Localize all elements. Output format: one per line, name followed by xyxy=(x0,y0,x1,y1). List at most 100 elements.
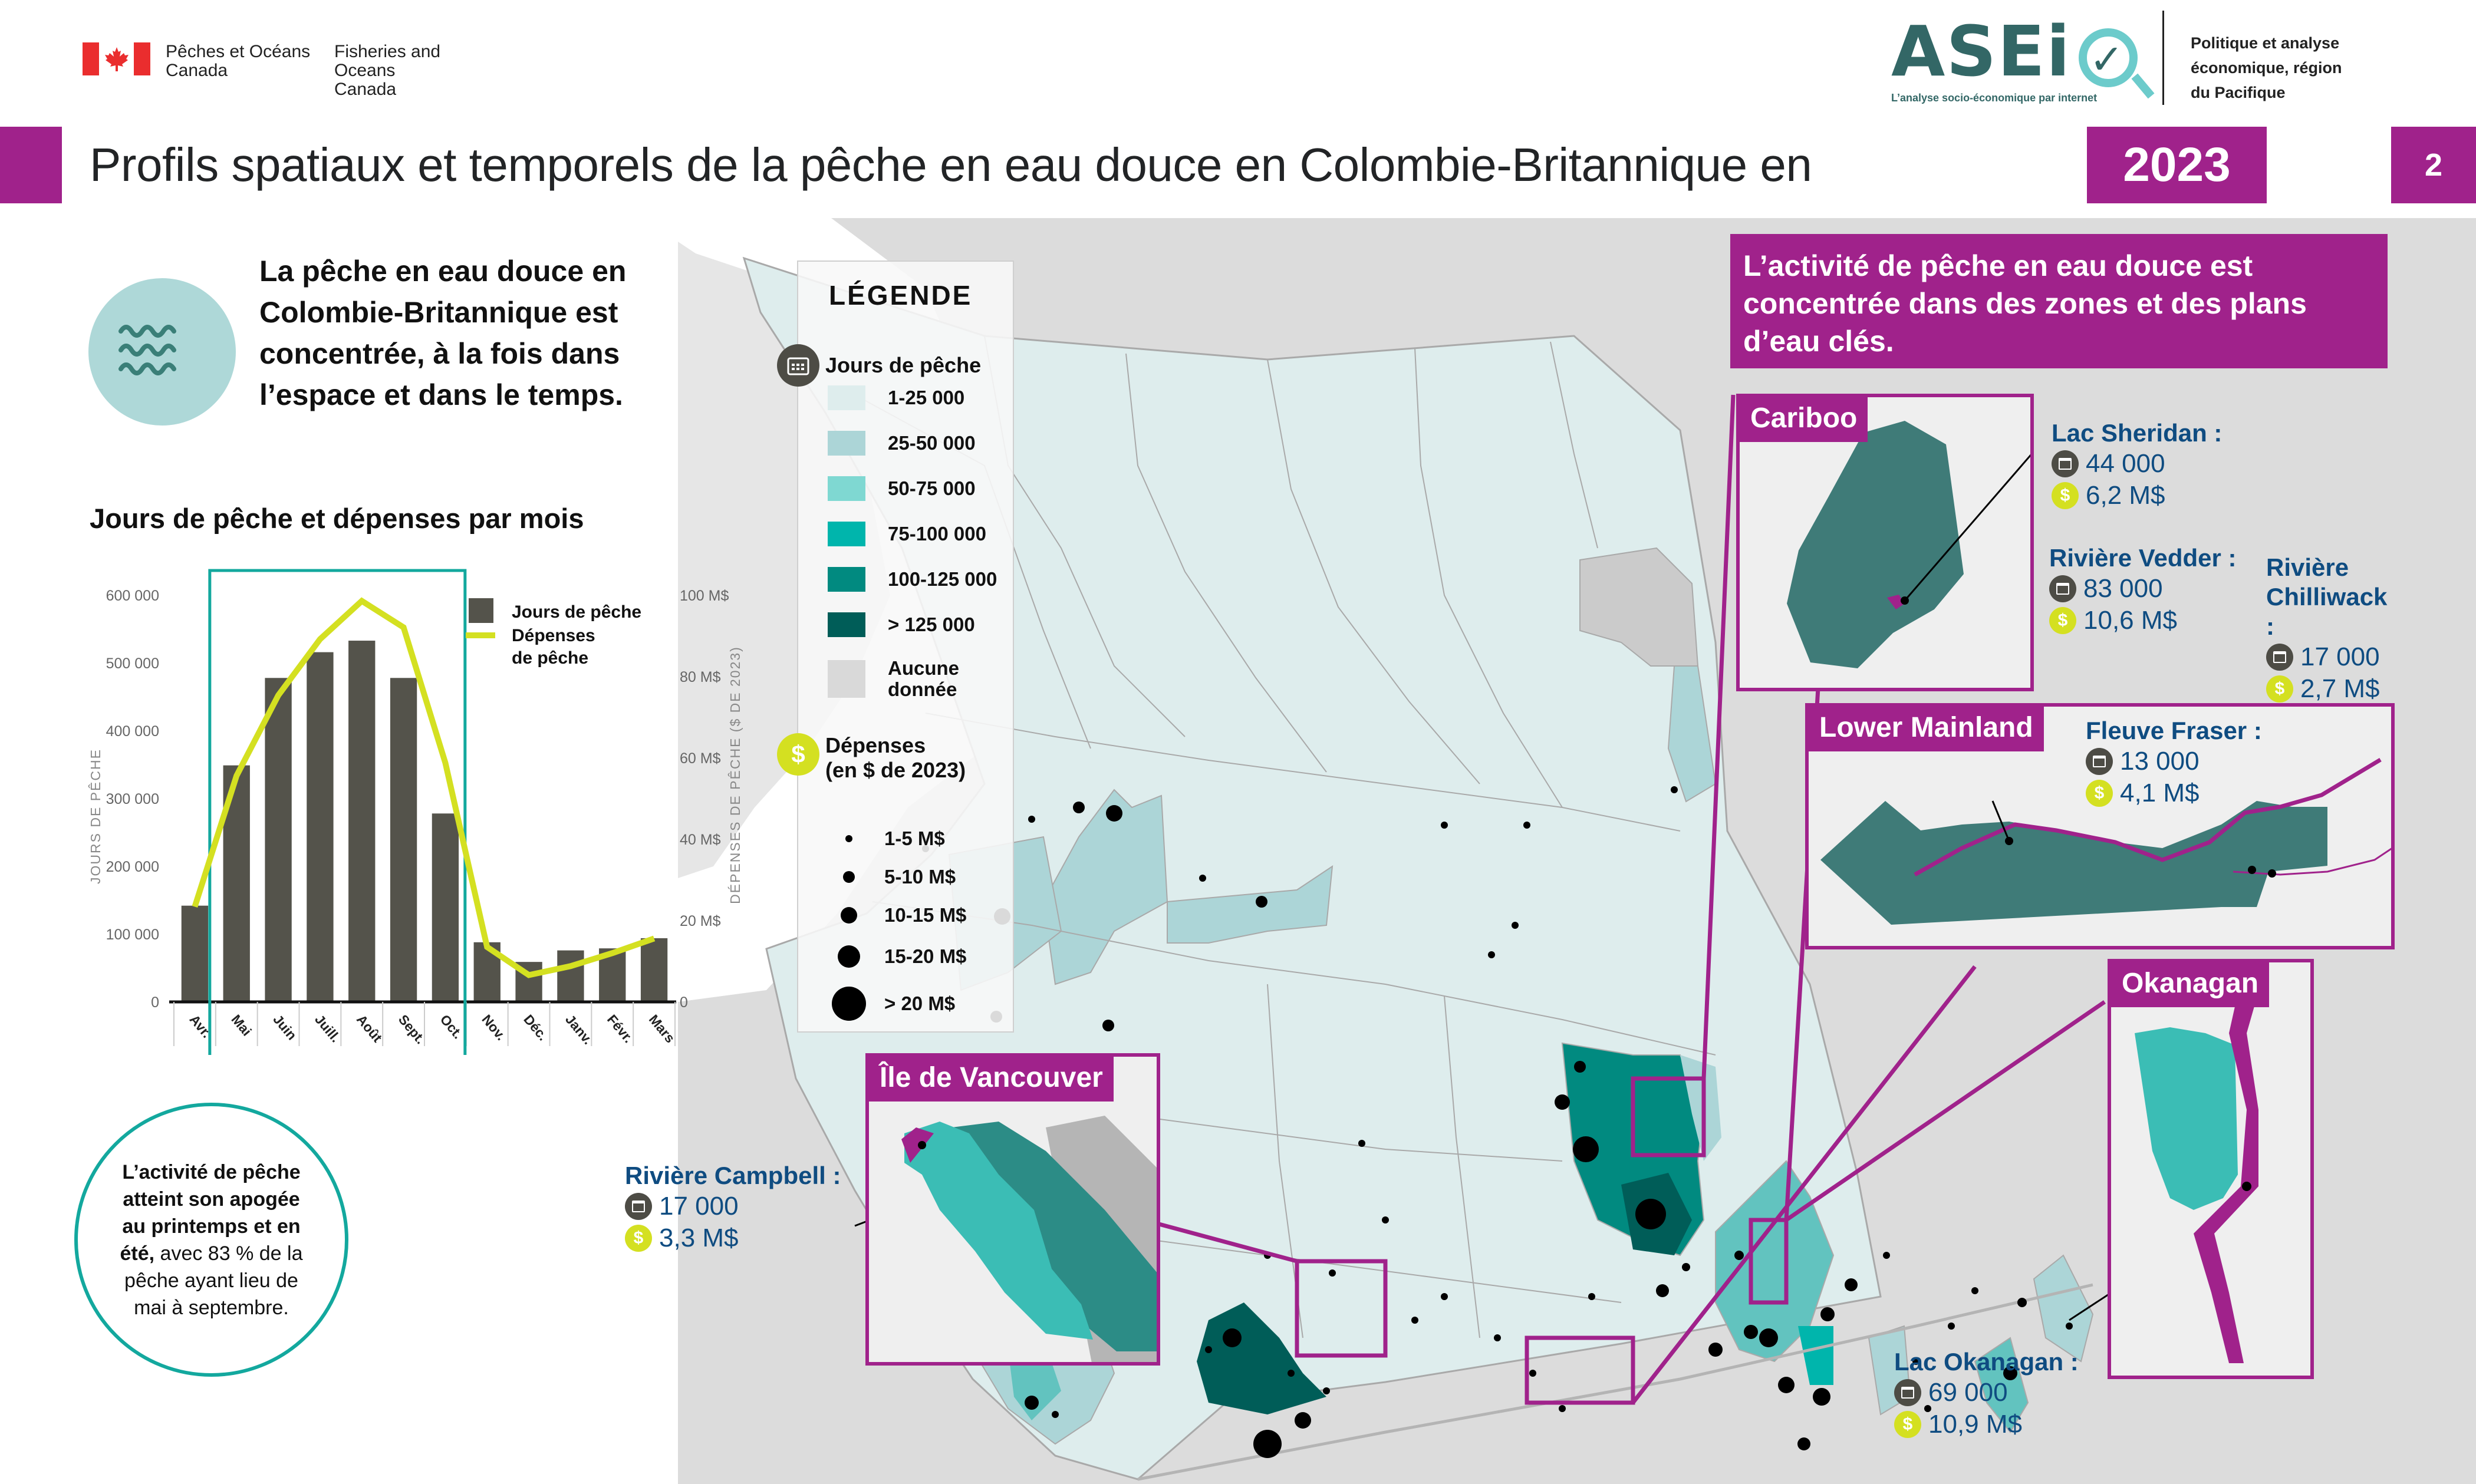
bar-Sept. xyxy=(390,678,417,1002)
government-signature: Pêches et Océans Canada Fisheries and Oc… xyxy=(83,42,488,99)
stat-spend: 2,7 M$ xyxy=(2300,674,2380,703)
stat-days: 83 000 xyxy=(2083,574,2163,603)
stat-name: Rivière Chilliwack : xyxy=(2266,553,2388,640)
calendar-icon xyxy=(2266,644,2293,671)
stat-fleuve-fraser: Fleuve Fraser : 13 000 $4,1 M$ xyxy=(2086,716,2262,809)
calendar-icon xyxy=(2052,450,2079,477)
x-tick: Juill. xyxy=(312,1012,344,1046)
y-tick-right: 100 M$ xyxy=(680,588,729,604)
aseiq-logo: ASEi ✓ L’analyse socio-économique par in… xyxy=(1891,17,2139,105)
legend-dot-label: 1-5 M$ xyxy=(884,827,945,849)
legend-dot xyxy=(832,987,866,1021)
calendar-icon xyxy=(2086,748,2113,775)
legend-swatch-label: Aucune donnée xyxy=(888,657,960,700)
y-tick-left: 200 000 xyxy=(106,859,159,875)
key-areas-banner: L’activité de pêche en eau douce est con… xyxy=(1730,234,2388,368)
x-tick: Févr. xyxy=(604,1012,636,1046)
dollar-icon: $ xyxy=(2052,482,2079,509)
legend-dot-row: 5-10 M$ xyxy=(831,866,956,888)
legend-spend-text: Dépenses (en $ de 2023) xyxy=(825,733,966,783)
stat-days: 13 000 xyxy=(2120,747,2200,776)
stat-spend: 6,2 M$ xyxy=(2086,481,2165,510)
waves-icon-circle xyxy=(88,278,236,426)
y-tick-right: 80 M$ xyxy=(680,669,721,685)
bar-Avr. xyxy=(181,905,209,1002)
chart-title: Jours de pêche et dépenses par mois xyxy=(90,503,584,534)
monthly-chart-svg: 0 100 000 200 000 300 000 400 000 500 000 600 … xyxy=(88,569,743,1091)
stat-days: 17 000 xyxy=(659,1192,739,1221)
x-tick: Août xyxy=(354,1012,386,1046)
y-tick-right: 60 M$ xyxy=(680,750,721,767)
y-axis-label-right: DÉPENSES DE PÊCHE ($ DE 2023) xyxy=(727,646,743,904)
stat-riviere-vedder: Rivière Vedder : 83 000 $10,6 M$ xyxy=(2049,543,2236,637)
stat-lac-okanagan: Lac Okanagan : 69 000 $10,9 M$ xyxy=(1894,1347,2079,1440)
inset-cariboo: Cariboo xyxy=(1736,394,2034,691)
legend-swatch-row: 25-50 000 xyxy=(828,431,1023,456)
inset-okanagan-label: Okanagan xyxy=(2111,962,2270,1007)
y-tick-left: 0 xyxy=(151,994,159,1011)
stat-name: Fleuve Fraser : xyxy=(2086,717,2262,744)
legend-swatch-label: 100-125 000 xyxy=(888,568,997,590)
legend-swatch-label: 75-100 000 xyxy=(888,523,986,545)
legend-swatch xyxy=(828,612,865,637)
page-number: 2 xyxy=(2391,127,2476,203)
legend-dot-label: 5-10 M$ xyxy=(884,866,956,888)
stat-riviere-chilliwack: Rivière Chilliwack : 17 000 $2,7 M$ xyxy=(2266,553,2390,705)
y-tick-left: 400 000 xyxy=(106,723,159,740)
legend-dot-label: 10-15 M$ xyxy=(884,904,967,926)
x-tick: Janv. xyxy=(562,1012,596,1047)
legend-swatch-label: 1-25 000 xyxy=(888,387,965,408)
y-tick-right: 20 M$ xyxy=(680,913,721,929)
legend-bar-label: Jours de pêche xyxy=(512,602,641,622)
legend-swatch-label: > 125 000 xyxy=(888,614,975,635)
legend-swatch xyxy=(828,567,865,592)
legend-swatch-row: Aucune donnée xyxy=(828,658,1023,700)
aseiq-wordmark: ASEi xyxy=(1891,11,2072,92)
legend-swatch xyxy=(828,476,865,501)
dollar-icon: $ xyxy=(2266,675,2293,703)
x-tick: Oct. xyxy=(437,1012,466,1042)
aseiq-tagline: L’analyse socio-économique par internet xyxy=(1891,92,2098,104)
y-tick-left: 600 000 xyxy=(106,588,159,604)
waves-icon xyxy=(118,325,176,375)
inset-vancouver-island-label: Île de Vancouver xyxy=(869,1057,1114,1102)
legend-swatch xyxy=(828,431,865,456)
unit-line1: Politique et analyse xyxy=(2191,34,2340,52)
legend-swatch xyxy=(828,522,865,546)
legend-swatch-label: 50-75 000 xyxy=(888,477,976,499)
canada-flag-icon xyxy=(83,42,150,75)
monthly-chart: 0 100 000 200 000 300 000 400 000 500 000 600 … xyxy=(83,566,755,1091)
legend-dot xyxy=(838,945,860,968)
unit-line3: du Pacifique xyxy=(2191,84,2286,101)
spending-line xyxy=(192,597,656,978)
legend-title: LÉGENDE xyxy=(829,280,973,311)
okanagan-map xyxy=(2111,962,2310,1376)
inset-lower-mainland-label: Lower Mainland xyxy=(1809,707,2044,751)
legend-spend-heading: $ Dépenses (en $ de 2023) xyxy=(777,733,966,783)
legend-swatch-row: 50-75 000 xyxy=(828,476,1023,501)
stat-spend: 10,6 M$ xyxy=(2083,606,2177,635)
legend-days-label: Jours de pêche xyxy=(825,353,982,377)
legend-dot-row: 10-15 M$ xyxy=(831,904,966,926)
stat-spend: 4,1 M$ xyxy=(2120,779,2200,807)
legend-dot xyxy=(843,871,855,883)
legend-swatch xyxy=(828,660,865,698)
bar-Oct. xyxy=(432,813,459,1002)
stat-name: Lac Sheridan : xyxy=(2052,419,2223,447)
stat-days: 69 000 xyxy=(1928,1378,2008,1407)
page-title: Profils spatiaux et temporels de la pêch… xyxy=(90,138,1812,191)
checkmark-icon: ✓ xyxy=(2089,37,2124,83)
map-legend: LÉGENDE Jours de pêche 1-25 000 25-50 000… xyxy=(777,260,1014,1033)
gov-name-fr: Pêches et Océans Canada xyxy=(166,42,319,80)
stat-name: Lac Okanagan : xyxy=(1894,1348,2079,1376)
y-tick-right: 40 M$ xyxy=(680,832,721,848)
peak-season-callout: L’activité de pêche atteint son apogée a… xyxy=(74,1103,348,1377)
gov-name-en: Fisheries and Oceans Canada xyxy=(334,42,488,99)
title-accent-block xyxy=(0,127,62,203)
stat-spend: 3,3 M$ xyxy=(659,1224,739,1252)
y-tick-left: 500 000 xyxy=(106,655,159,672)
bar-Juin xyxy=(265,678,292,1002)
x-tick: Nov. xyxy=(479,1012,509,1044)
x-tick: Mars xyxy=(646,1012,678,1046)
legend-spend-label: Dépenses xyxy=(825,733,926,757)
